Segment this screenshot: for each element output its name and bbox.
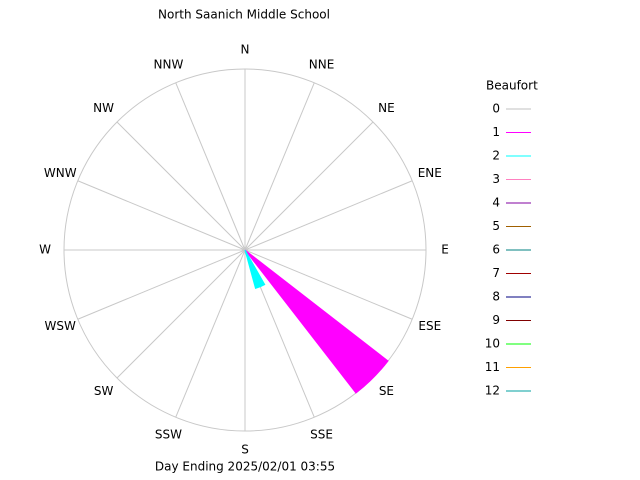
spoke [116,249,246,379]
spoke [244,249,413,320]
direction-label: ESE [418,319,441,333]
legend-label: 0 [492,102,500,116]
direction-label: SSW [155,427,182,441]
legend-title: Beaufort [486,79,538,93]
spoke [244,82,315,251]
legend-label: 1 [492,125,500,139]
legend-label: 11 [485,360,500,374]
legend-label: 6 [492,243,500,257]
rose-segment [244,249,266,290]
direction-label: E [441,243,449,257]
direction-label: SE [379,384,394,398]
legend-label: 10 [485,337,500,351]
chart-title: North Saanich Middle School [158,8,330,22]
direction-label: WSW [45,319,76,333]
spoke [77,180,246,251]
direction-label: WNW [44,166,77,180]
spoke [244,180,413,251]
spoke [175,82,246,251]
direction-label: N [241,43,250,57]
legend-label: 5 [492,219,500,233]
rose-segment [244,249,389,394]
direction-label: NNE [309,58,335,72]
direction-label: W [39,243,51,257]
spoke [175,249,246,418]
legend-label: 7 [492,266,500,280]
legend-label: 12 [485,384,500,398]
legend-label: 4 [492,196,500,210]
direction-label: ENE [418,166,442,180]
spoke [116,121,246,251]
spoke [77,249,246,320]
direction-label: S [241,443,249,457]
direction-label: SW [94,384,114,398]
spoke [244,121,374,251]
direction-label: NNW [154,58,184,72]
legend-label: 3 [492,172,500,186]
legend-label: 2 [492,149,500,163]
direction-label: NE [378,101,395,115]
direction-label: NW [93,101,114,115]
footer: Day Ending 2025/02/01 03:55 [155,460,335,474]
legend-label: 8 [492,290,500,304]
direction-label: SSE [310,427,333,441]
legend-label: 9 [492,313,500,327]
